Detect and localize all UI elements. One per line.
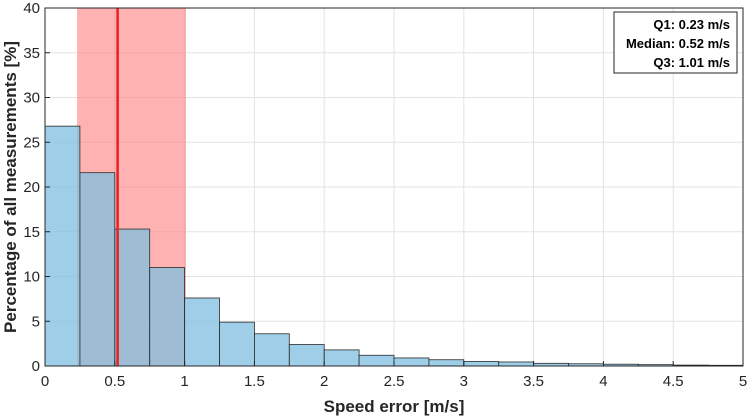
- histogram-bar: [288, 344, 325, 367]
- y-tick-label: 25: [23, 134, 40, 151]
- x-tick-label: 2.5: [384, 373, 405, 390]
- x-tick-label: 1.5: [244, 373, 265, 390]
- x-tick-label: 1: [180, 373, 188, 390]
- y-tick-label: 10: [23, 269, 40, 286]
- histogram-bar: [149, 267, 185, 367]
- stats-legend-box: [613, 11, 738, 74]
- x-tick-label: 2: [320, 373, 328, 390]
- x-tick-label: 4: [599, 373, 607, 390]
- x-tick-label: 0: [41, 373, 49, 390]
- stats-legend: Q1: 0.23 m/s Median: 0.52 m/s Q3: 1.01 m…: [613, 11, 738, 74]
- histogram-bar: [253, 333, 290, 367]
- stats-q1: Q1: 0.23 m/s: [653, 17, 730, 32]
- x-tick-label: 4.5: [663, 373, 684, 390]
- y-tick-label: 40: [23, 0, 40, 17]
- histogram-bar: [44, 125, 81, 367]
- y-tick-label: 15: [23, 224, 40, 241]
- stats-median: Median: 0.52 m/s: [626, 36, 730, 51]
- y-tick-label: 20: [23, 179, 40, 196]
- histogram-bar: [323, 349, 360, 367]
- x-tick-label: 3: [460, 373, 468, 390]
- x-tick-label: 0.5: [104, 373, 125, 390]
- y-ticks: 0 5 10 15 20 25 30 35 40: [23, 0, 50, 375]
- y-tick-label: 5: [32, 313, 40, 330]
- stats-q3: Q3: 1.01 m/s: [653, 55, 730, 70]
- x-tick-label: 5: [739, 373, 747, 390]
- histogram-bar: [184, 297, 220, 367]
- x-ticks: 0 0.5 1 1.5 2 2.5 3 3.5 4 4.5 5: [41, 361, 747, 390]
- histogram-bar: [79, 172, 116, 367]
- histogram-bar: [463, 361, 500, 367]
- y-tick-label: 30: [23, 90, 40, 107]
- histogram-bar: [358, 354, 395, 367]
- histogram-bar: [393, 357, 430, 367]
- histogram-bar: [219, 321, 255, 367]
- y-tick-label: 0: [32, 358, 40, 375]
- histogram-bar: [498, 361, 535, 367]
- x-tick-label: 3.5: [523, 373, 544, 390]
- y-tick-label: 35: [23, 45, 40, 62]
- y-axis-label: Percentage of all measurements [%]: [1, 41, 20, 333]
- histogram-bar: [428, 359, 465, 367]
- histogram-bar: [114, 228, 151, 367]
- x-axis-label: Speed error [m/s]: [324, 397, 465, 416]
